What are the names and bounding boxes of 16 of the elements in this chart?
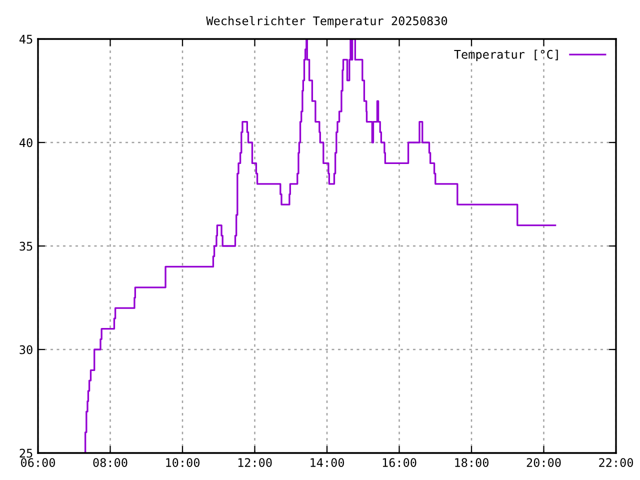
x-tick-label: 18:00 [455, 458, 489, 468]
y-tick-label: 40 [20, 138, 32, 148]
x-tick-label: 12:00 [238, 458, 272, 468]
legend-label: Temperatur [°C] [454, 50, 558, 62]
x-tick-label: 22:00 [599, 458, 634, 468]
y-tick-label: 25 [20, 448, 32, 458]
y-tick-label: 45 [20, 34, 32, 44]
y-tick-label: 35 [20, 242, 32, 251]
x-tick-label: 08:00 [93, 458, 128, 468]
x-tick-label: 16:00 [382, 458, 416, 468]
chart-title: Wechselrichter Temperatur 20250830 [206, 16, 448, 28]
x-tick-label: 06:00 [21, 458, 56, 468]
x-tick-label: 20:00 [526, 458, 561, 468]
y-tick-label: 30 [20, 345, 32, 354]
x-tick-label: 10:00 [166, 458, 200, 468]
x-tick-label: 14:00 [310, 458, 344, 468]
